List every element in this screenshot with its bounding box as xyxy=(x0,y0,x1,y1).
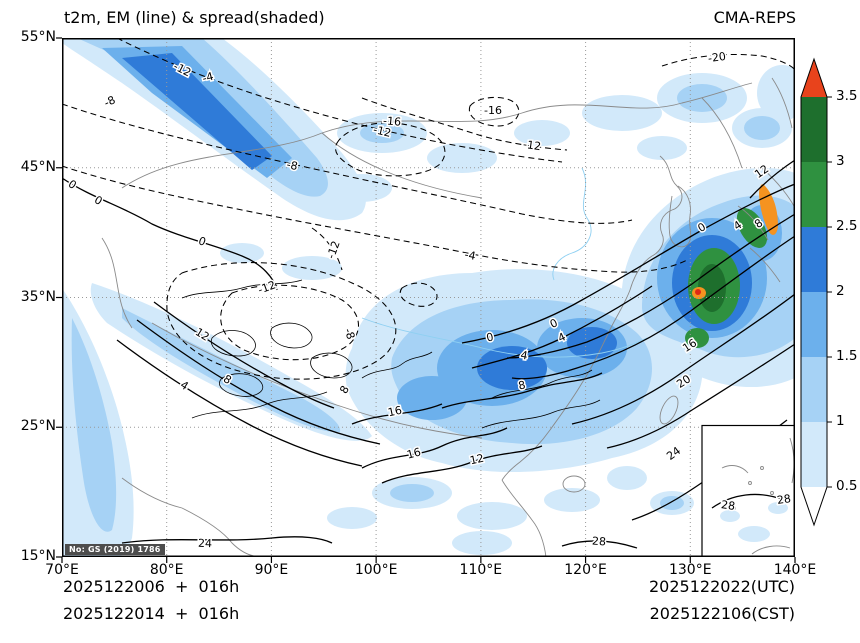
contour-label: 4 xyxy=(178,378,191,393)
y-axis-tick-label: 45°N xyxy=(20,158,56,175)
colorbar-extend-below-arrow xyxy=(801,487,827,525)
colorbar-segment xyxy=(801,357,827,422)
contour-label: 28 xyxy=(776,492,792,507)
valid-time-cst: 2025122106(CST) xyxy=(649,604,795,623)
contour-label: -12 xyxy=(256,278,277,296)
x-axis-tick-label: 120°E xyxy=(564,562,607,578)
contour-label: -20 xyxy=(707,50,727,65)
colorbar-tick-label: 3 xyxy=(836,153,845,169)
contours-dashed-layer xyxy=(62,38,795,380)
y-axis-tick-label: 25°N xyxy=(20,418,56,435)
colorbar-tick-label: 2 xyxy=(836,283,845,299)
contour-label: -4 xyxy=(201,70,215,85)
map-license-badge: No: GS (2019) 1786 xyxy=(65,544,165,555)
spread-shading-layer xyxy=(62,38,795,557)
contour-label: 24 xyxy=(198,537,212,550)
colorbar-segment xyxy=(801,97,827,162)
y-axis-tick-label: 15°N xyxy=(20,548,56,564)
x-axis-tick-label: 100°E xyxy=(354,562,398,578)
contour-label: -16 xyxy=(484,104,502,117)
init-time-cst: 2025122014 + 016h xyxy=(63,604,240,623)
chart-title: t2m, EM (line) & spread(shaded) xyxy=(64,8,325,27)
coastlines-layer xyxy=(101,77,795,557)
map-canvas: -8-4-12-8-12-16-16-12-4-20-12-12-8000000… xyxy=(56,37,796,563)
contour-label: -8 xyxy=(102,93,117,109)
colorbar-tick-label: 2.5 xyxy=(836,218,858,234)
contour-label: -12 xyxy=(522,138,542,153)
contours-solid-layer xyxy=(62,159,795,549)
contour-label: 24 xyxy=(664,444,683,463)
contour-label: -16 xyxy=(383,114,402,129)
map-border xyxy=(62,38,795,557)
contour-label: 16 xyxy=(387,404,403,420)
contour-label: 28 xyxy=(720,498,736,513)
y-axis-tick-label: 55°N xyxy=(20,29,56,45)
south-china-sea-inset xyxy=(701,424,795,557)
colorbar xyxy=(800,57,832,527)
x-axis-tick-label: 70°E xyxy=(45,562,79,578)
init-time-utc: 2025122006 + 016h xyxy=(63,577,240,596)
model-name: CMA-REPS xyxy=(713,8,796,27)
contour-label: -4 xyxy=(463,248,476,263)
x-axis-tick-label: 110°E xyxy=(459,562,503,578)
colorbar-extend-above-arrow xyxy=(801,59,827,97)
colorbar-tick-label: 3.5 xyxy=(836,88,858,104)
colorbar-segment xyxy=(801,292,827,357)
colorbar-segment xyxy=(801,227,827,292)
contour-label: 0 xyxy=(197,234,208,249)
contour-label: -12 xyxy=(372,123,392,140)
contour-label: -8 xyxy=(285,158,299,173)
colorbar-tick-label: 1.5 xyxy=(836,348,858,364)
x-axis-tick-label: 130°E xyxy=(668,562,712,578)
colorbar-tick-label: 1 xyxy=(836,413,845,429)
contour-label: 16 xyxy=(405,445,422,461)
x-axis-tick-label: 140°E xyxy=(773,562,817,578)
grid-layer xyxy=(62,38,795,557)
colorbar-tick-label: 0.5 xyxy=(836,478,858,494)
axis-ticks xyxy=(56,37,796,563)
x-axis-tick-label: 90°E xyxy=(254,562,289,578)
y-axis-tick-label: 35°N xyxy=(20,288,56,305)
contour-label: 0 xyxy=(66,177,79,192)
contour-label: 28 xyxy=(592,535,607,549)
colorbar-segment xyxy=(801,422,827,487)
x-axis-tick-label: 80°E xyxy=(149,562,184,578)
contour-label: 12 xyxy=(469,452,485,468)
colorbar-segment xyxy=(801,162,827,227)
valid-time-utc: 2025122022(UTC) xyxy=(649,577,795,596)
